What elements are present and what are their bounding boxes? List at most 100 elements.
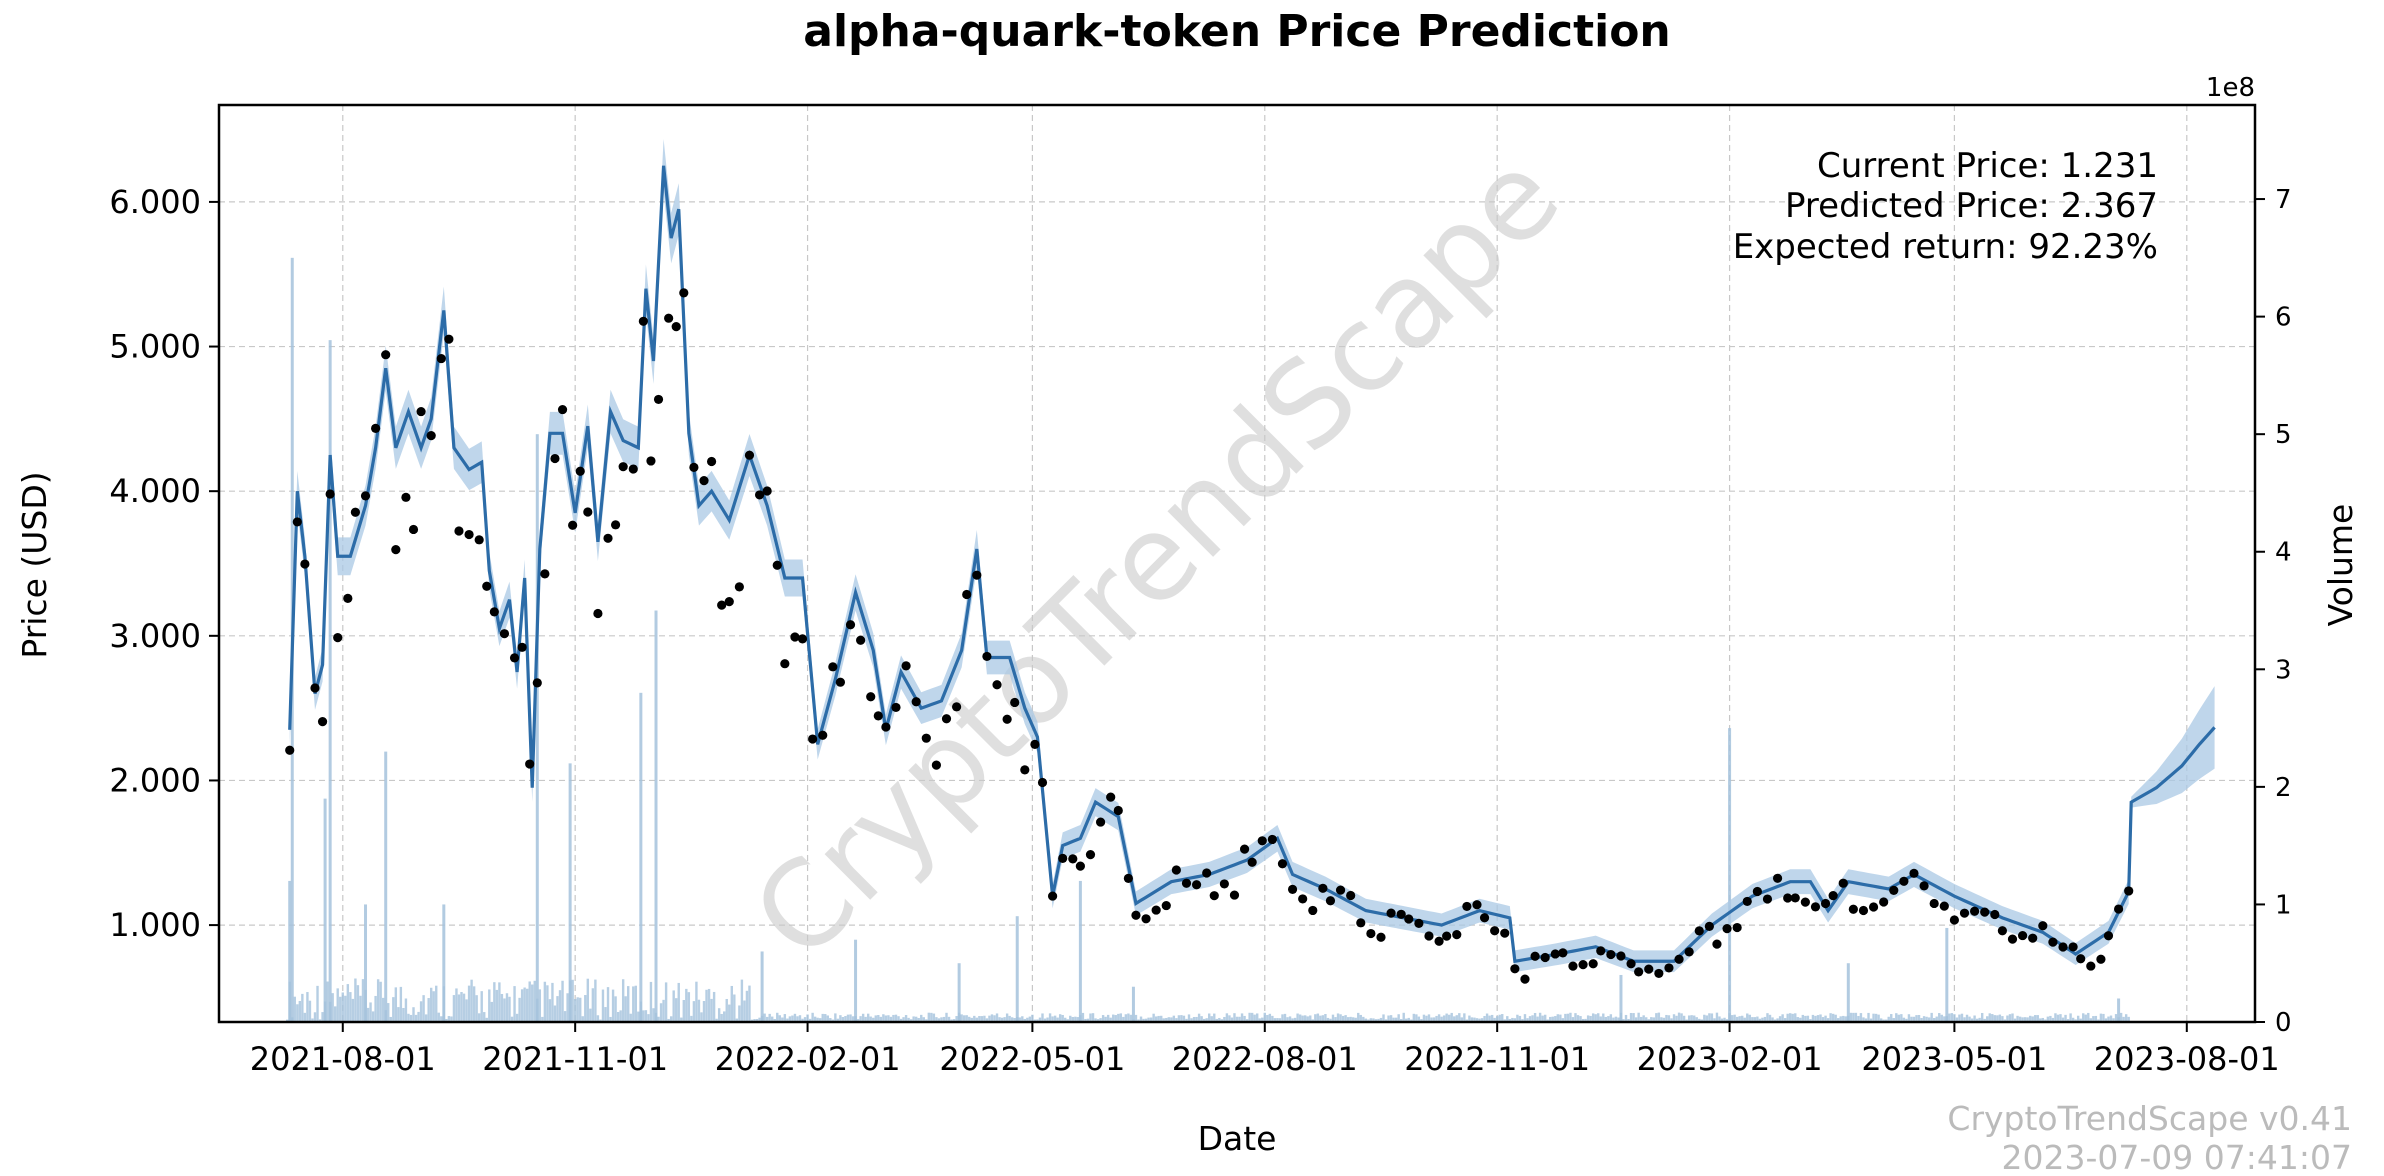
volume-bar	[1778, 1016, 1782, 1022]
volume-bars	[286, 257, 2130, 1023]
volume-bar	[1432, 1017, 1436, 1022]
volume-bar	[682, 1000, 685, 1022]
volume-bar	[366, 1007, 370, 1022]
footer-version: CryptoTrendScape v0.41	[1947, 1099, 2352, 1138]
price-dot	[416, 406, 426, 417]
volume-bar	[450, 1016, 453, 1022]
price-dot	[1376, 932, 1386, 942]
volume-bar	[730, 985, 733, 1022]
volume-bar	[1920, 1017, 1923, 1022]
price-dot	[317, 717, 328, 727]
volume-bar	[856, 1019, 860, 1022]
volume-bar	[407, 1013, 410, 1022]
volume-bar	[1968, 1016, 1971, 1022]
volume-bar	[1152, 1013, 1155, 1022]
volume-bar	[1781, 1014, 1784, 1022]
price-dot	[1578, 960, 1588, 970]
volume-bar	[1263, 1012, 1266, 1022]
volume-bar	[669, 1016, 673, 1022]
volume-bar	[1536, 1016, 1539, 1022]
price-dot	[2038, 921, 2048, 931]
volume-bar	[1000, 1017, 1004, 1022]
x-tick-label: 2022-08-01	[1172, 1040, 1358, 1078]
price-dot	[550, 453, 560, 464]
volume-bar	[1599, 1016, 1602, 1022]
price-dot	[436, 353, 446, 364]
volume-bar	[604, 1007, 607, 1022]
price-dot	[1752, 886, 1762, 897]
volume-bar	[2119, 1012, 2123, 1022]
volume-bar	[1718, 1016, 1721, 1022]
volume-bar	[2031, 1016, 2034, 1022]
volume-bar	[437, 1012, 440, 1022]
price-dot	[856, 635, 866, 645]
volume-bar	[412, 1007, 415, 1022]
price-dot	[1472, 900, 1482, 910]
volume-bar	[914, 1016, 918, 1022]
volume-bar	[1932, 1018, 1936, 1022]
volume-bar	[500, 993, 504, 1022]
volume-bar	[995, 1013, 999, 1022]
price-dot	[1997, 926, 2007, 936]
price-dot	[1606, 949, 1616, 960]
volume-bar	[798, 1015, 802, 1022]
price-dot	[818, 730, 828, 740]
volume-bar	[1273, 1018, 1277, 1022]
volume-bar	[1720, 1018, 1724, 1022]
price-dot	[1684, 947, 1694, 957]
volume-bar	[619, 1010, 622, 1022]
volume-bar	[957, 963, 961, 1022]
volume-bar	[2097, 1019, 2100, 1022]
volume-bar	[1892, 1018, 1895, 1022]
volume-bar	[1925, 1016, 1928, 1022]
price-dot	[499, 629, 510, 639]
price-dot	[2086, 961, 2096, 971]
volume-bar	[680, 1017, 683, 1022]
volume-bar	[1735, 1016, 1739, 1022]
volume-bar	[533, 980, 536, 1022]
volume-bar	[1710, 1013, 1714, 1022]
volume-bar	[374, 995, 377, 1022]
price-dot	[2058, 942, 2068, 952]
volume-bar	[1190, 1018, 1193, 1022]
price-dot	[1239, 844, 1250, 854]
volume-bar	[1101, 1015, 1105, 1022]
price-dot	[1386, 908, 1396, 918]
volume-bar	[824, 1014, 827, 1022]
volume-bar	[457, 994, 461, 1022]
volume-bar	[1713, 1018, 1716, 1022]
volume-bar	[1233, 1013, 1236, 1022]
volume-bar	[1369, 1018, 1373, 1022]
volume-bar	[819, 1018, 822, 1022]
volume-bar	[1442, 1015, 1446, 1022]
volume-bar	[1538, 1012, 1542, 1022]
volume-bar	[950, 1019, 953, 1022]
volume-bar	[1298, 1014, 1302, 1022]
price-dot	[489, 607, 499, 617]
price-dot	[1287, 884, 1298, 894]
price-dot	[1712, 939, 1722, 949]
price-dot	[734, 582, 744, 592]
volume-bar	[776, 1012, 779, 1022]
price-dot	[1308, 905, 1318, 916]
volume-bar	[1725, 1019, 1729, 1022]
price-dot	[1113, 805, 1123, 816]
volume-bar	[1703, 1014, 1706, 1022]
volume-bar	[1018, 1017, 1021, 1022]
volume-bar	[839, 1015, 842, 1022]
volume-bar	[624, 996, 627, 1022]
volume-bar	[1167, 1017, 1170, 1022]
price-dot	[754, 490, 765, 500]
price-dot	[982, 651, 992, 662]
volume-bar	[376, 979, 380, 1022]
volume-bar	[642, 1010, 645, 1022]
volume-bar	[503, 998, 506, 1022]
volume-bar	[1665, 1014, 1668, 1022]
volume-bar	[1028, 1016, 1032, 1022]
price-dot	[671, 321, 681, 332]
volume-bar	[968, 1016, 971, 1022]
volume-bar	[755, 1018, 759, 1022]
volume-bar	[690, 1015, 693, 1022]
volume-bar	[1854, 1012, 1858, 1022]
volume-bar	[1089, 1013, 1092, 1022]
